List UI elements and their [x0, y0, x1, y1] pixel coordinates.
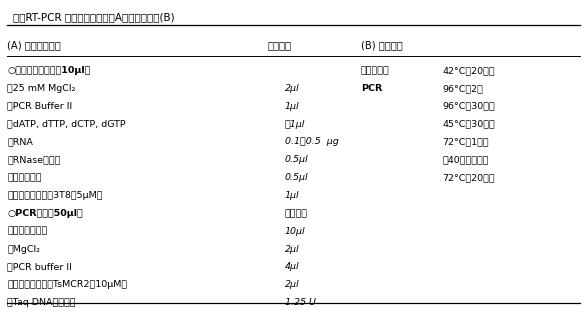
Text: 1.25 U: 1.25 U	[285, 298, 316, 307]
Text: ○PCR（総量50μl）: ○PCR（総量50μl）	[7, 209, 83, 218]
Text: 72°C　20分間: 72°C 20分間	[443, 173, 495, 182]
Text: 1μl: 1μl	[285, 102, 299, 111]
Text: 45°C　30秒間: 45°C 30秒間	[443, 120, 495, 129]
Text: 2μl: 2μl	[285, 280, 299, 289]
Text: RNA: RNA	[7, 137, 33, 146]
Text: RNase阻害剤: RNase阻害剤	[7, 155, 60, 164]
Text: PCR: PCR	[360, 84, 382, 93]
Text: 96°C　30秒間: 96°C 30秒間	[443, 102, 495, 111]
Text: 最終濃度: 最終濃度	[267, 40, 291, 50]
Text: 25 mM MgCl₂: 25 mM MgCl₂	[7, 84, 76, 93]
Text: 各1μl: 各1μl	[285, 120, 305, 129]
Text: PCR Buffer II: PCR Buffer II	[7, 102, 72, 111]
Text: 96°C　2分: 96°C 2分	[443, 84, 483, 93]
Text: 逆転写反応: 逆転写反応	[360, 66, 389, 75]
Text: 下流プライマー3T8（5μM）: 下流プライマー3T8（5μM）	[7, 191, 103, 200]
Text: 10μl: 10μl	[285, 227, 305, 236]
Text: 表１RT-PCR の反応液の組成（A）と反応条件(B): 表１RT-PCR の反応液の組成（A）と反応条件(B)	[13, 12, 175, 22]
Text: ○逆転写反応（総量10μl）: ○逆転写反応（総量10μl）	[7, 66, 90, 75]
Text: 最終濃度: 最終濃度	[285, 209, 308, 218]
Text: 2μl: 2μl	[285, 84, 299, 93]
Text: 42°C　20分間: 42°C 20分間	[443, 66, 495, 75]
Text: 逆転写反応液: 逆転写反応液	[7, 227, 48, 236]
Text: 2μl: 2μl	[285, 244, 299, 253]
Text: MgCl₂: MgCl₂	[7, 244, 41, 253]
Text: Taq DNA合成酵素: Taq DNA合成酵素	[7, 298, 76, 307]
Text: dATP, dTTP, dCTP, dGTP: dATP, dTTP, dCTP, dGTP	[7, 120, 126, 129]
Text: (A) 反応液の組成: (A) 反応液の組成	[7, 40, 61, 50]
Text: 1μl: 1μl	[285, 191, 299, 200]
Text: 4μl: 4μl	[285, 262, 299, 272]
Text: PCR buffer II: PCR buffer II	[7, 262, 72, 272]
Text: (B) 反応条件: (B) 反応条件	[360, 40, 403, 50]
Text: （40サイクル）: （40サイクル）	[443, 155, 489, 164]
Text: 0.5μl: 0.5μl	[285, 173, 308, 182]
Text: 逆転写酵素: 逆転写酵素	[7, 173, 42, 182]
Text: 0.5μl: 0.5μl	[285, 155, 308, 164]
Text: 0.1～0.5  μg: 0.1～0.5 μg	[285, 137, 339, 146]
Text: 72°C　1分間: 72°C 1分間	[443, 137, 489, 146]
Text: 上流プライマーTsMCR2（10μM）: 上流プライマーTsMCR2（10μM）	[7, 280, 127, 289]
